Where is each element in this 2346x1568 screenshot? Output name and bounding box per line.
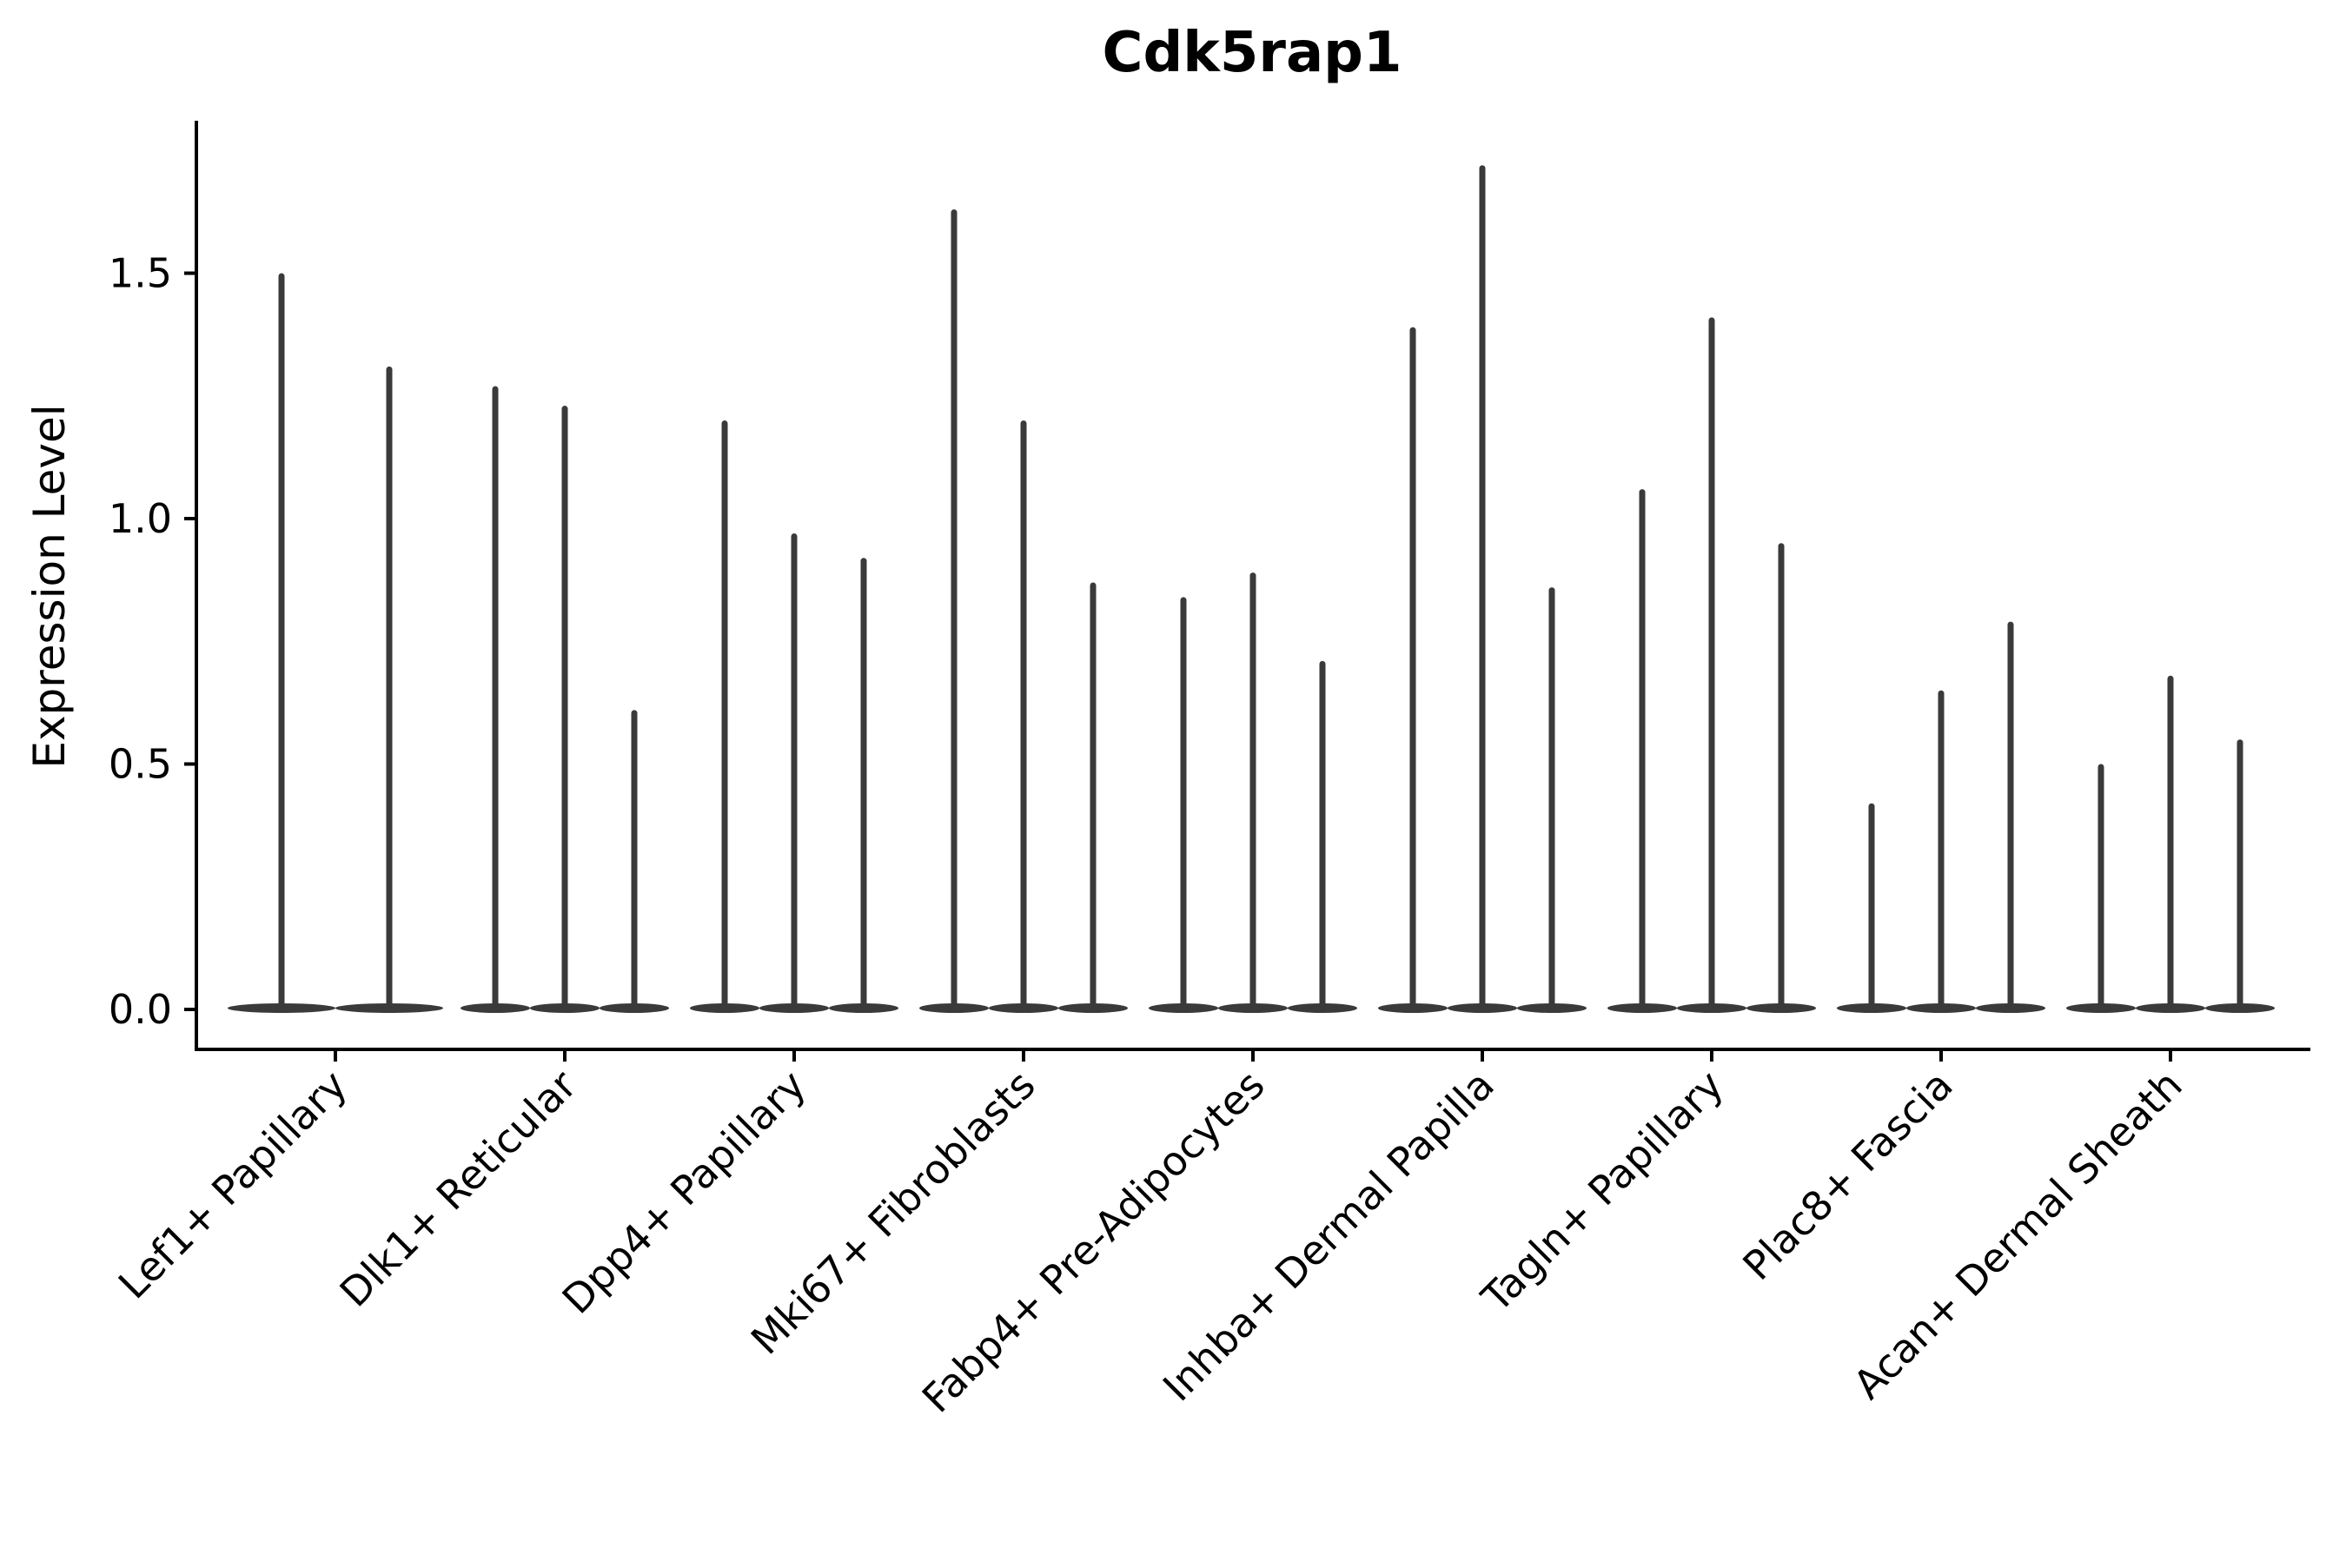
violin-spike (1938, 690, 1945, 1009)
violin-6-2 (1746, 543, 1816, 1013)
violin-7-2 (1976, 621, 2045, 1013)
violin-2-2 (829, 558, 898, 1013)
violin-spike (278, 273, 285, 1009)
violin-0-0 (228, 273, 335, 1013)
violin-6-0 (1607, 489, 1677, 1013)
violin-7-1 (1906, 690, 1976, 1013)
violin-spike (561, 406, 568, 1009)
violin-base (1677, 1003, 1746, 1013)
x-tick-label-2: Dpp4+ Papillary (553, 1062, 815, 1323)
x-tick-label-6: Tagln+ Papillary (1472, 1062, 1733, 1322)
violin-base (1906, 1003, 1976, 1013)
y-tick-label: 0.0 (109, 986, 172, 1033)
violin-4-0 (1149, 597, 1218, 1013)
violin-spike (1868, 803, 1875, 1009)
violin-3-2 (1058, 582, 1128, 1013)
violin-base (1746, 1003, 1816, 1013)
violin-spike (631, 710, 638, 1009)
y-axis-label: Expression Level (24, 404, 75, 768)
violin-4-2 (1288, 660, 1357, 1013)
violin-4-1 (1218, 572, 1288, 1013)
violin-spike (1319, 660, 1326, 1009)
violin-base (1607, 1003, 1677, 1013)
violin-base (690, 1003, 759, 1013)
violin-spike (1020, 420, 1027, 1009)
violin-8-0 (2066, 764, 2136, 1013)
violin-1-0 (461, 386, 530, 1013)
violin-base (2205, 1003, 2275, 1013)
x-tick-label-7: Plac8+ Fascia (1733, 1062, 1961, 1289)
violin-2-1 (759, 533, 829, 1013)
violin-5-0 (1378, 327, 1448, 1013)
x-tick-label-1: Dlk1+ Reticular (331, 1062, 586, 1316)
violin-2-0 (690, 420, 759, 1013)
violin-5-2 (1517, 587, 1587, 1013)
x-tick-label-0: Lef1+ Papillary (109, 1062, 356, 1308)
violin-spike (791, 533, 798, 1009)
violin-spike (386, 366, 393, 1010)
violin-base (461, 1003, 530, 1013)
violin-spike (2237, 739, 2243, 1009)
violin-base (1448, 1003, 1517, 1013)
violin-spike (1479, 165, 1486, 1009)
violin-6-1 (1677, 317, 1746, 1013)
violin-base (228, 1003, 335, 1013)
violin-base (1837, 1003, 1906, 1013)
violin-spike (951, 209, 958, 1010)
violin-base (1058, 1003, 1128, 1013)
violin-8-2 (2205, 739, 2275, 1013)
violin-base (1517, 1003, 1587, 1013)
violin-spike (1249, 572, 1256, 1009)
violin-base (335, 1003, 443, 1013)
violin-spike (1090, 582, 1097, 1009)
violin-3-0 (919, 209, 989, 1013)
violin-1-1 (530, 406, 600, 1013)
violin-0-1 (335, 366, 443, 1013)
violin-spike (2007, 621, 2014, 1009)
violin-7-0 (1837, 803, 1906, 1013)
y-tick-label: 0.5 (109, 741, 172, 788)
y-tick-label: 1.0 (109, 495, 172, 542)
violin-base (759, 1003, 829, 1013)
violin-spike (1180, 597, 1187, 1009)
violin-spike (1778, 543, 1785, 1009)
violin-spike (1639, 489, 1646, 1009)
violin-base (530, 1003, 600, 1013)
violin-spike (2097, 764, 2104, 1009)
violin-3-1 (989, 420, 1058, 1013)
violin-base (1378, 1003, 1448, 1013)
violin-8-1 (2136, 675, 2205, 1013)
violin-base (1288, 1003, 1357, 1013)
violin-base (1218, 1003, 1288, 1013)
violin-base (2066, 1003, 2136, 1013)
violin-base (1976, 1003, 2045, 1013)
violin-base (1149, 1003, 1218, 1013)
violin-spike (1548, 587, 1555, 1009)
violin-spike (860, 558, 867, 1009)
violin-5-1 (1448, 165, 1517, 1013)
violins-layer (228, 165, 2275, 1013)
violin-spike (1708, 317, 1715, 1010)
violin-base (2136, 1003, 2205, 1013)
violin-base (829, 1003, 898, 1013)
violin-spike (492, 386, 499, 1009)
axis-spines (195, 121, 2310, 1051)
violin-1-2 (600, 710, 669, 1013)
violin-base (919, 1003, 989, 1013)
violin-spike (2167, 675, 2174, 1009)
y-tick-label: 1.5 (109, 250, 172, 297)
violin-base (989, 1003, 1058, 1013)
violin-base (600, 1003, 669, 1013)
violin-spike (721, 420, 728, 1009)
violin-spike (1409, 327, 1416, 1009)
chart-title: Cdk5rap1 (1103, 21, 1402, 85)
